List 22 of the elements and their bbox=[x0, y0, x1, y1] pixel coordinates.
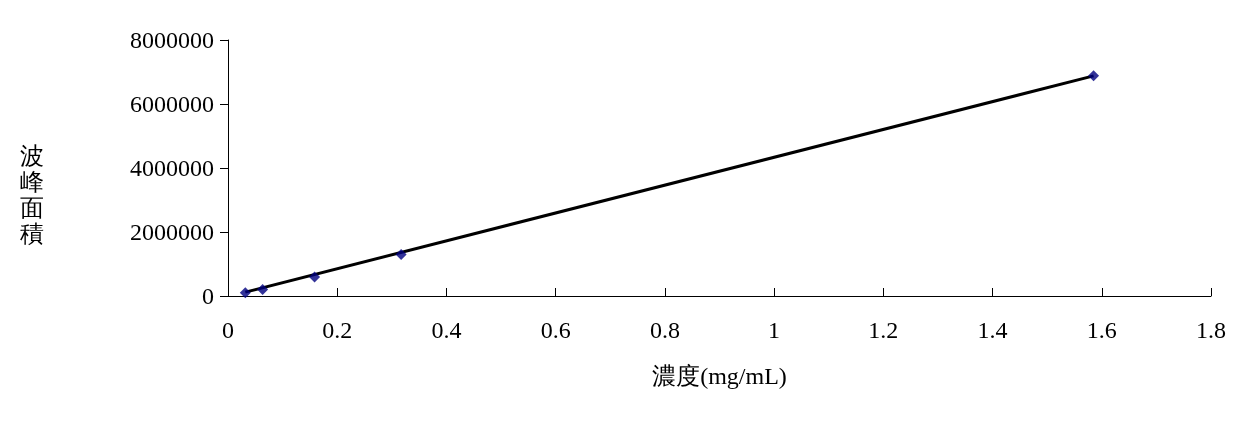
x-tick-label: 0.4 bbox=[431, 317, 462, 343]
point bbox=[395, 248, 407, 260]
y-axis-title: 波峰面積 bbox=[20, 143, 44, 247]
x-tick-label: 0.2 bbox=[322, 317, 353, 343]
point bbox=[239, 287, 251, 299]
y-tick-label: 4000000 bbox=[130, 155, 214, 181]
x-tick-label: 0.8 bbox=[649, 317, 680, 343]
y-tick-label: 6000000 bbox=[130, 91, 214, 117]
x-tick-label: 1.6 bbox=[1086, 317, 1117, 343]
y-tick-label: 2000000 bbox=[130, 219, 214, 245]
point bbox=[1088, 70, 1100, 82]
x-axis-title: 濃度(mg/mL) bbox=[652, 363, 787, 389]
x-tick-label: 1.2 bbox=[868, 317, 899, 343]
x-tick-label: 1 bbox=[768, 317, 781, 343]
point bbox=[309, 271, 321, 283]
x-tick-label: 1.8 bbox=[1196, 317, 1226, 343]
point bbox=[257, 284, 269, 296]
x-tick-label: 0 bbox=[222, 317, 234, 343]
x-tick-label: 0.6 bbox=[540, 317, 571, 343]
y-tick-label: 8000000 bbox=[130, 27, 214, 53]
y-tick-label: 0 bbox=[202, 283, 214, 309]
x-tick-label: 1.4 bbox=[977, 317, 1008, 343]
